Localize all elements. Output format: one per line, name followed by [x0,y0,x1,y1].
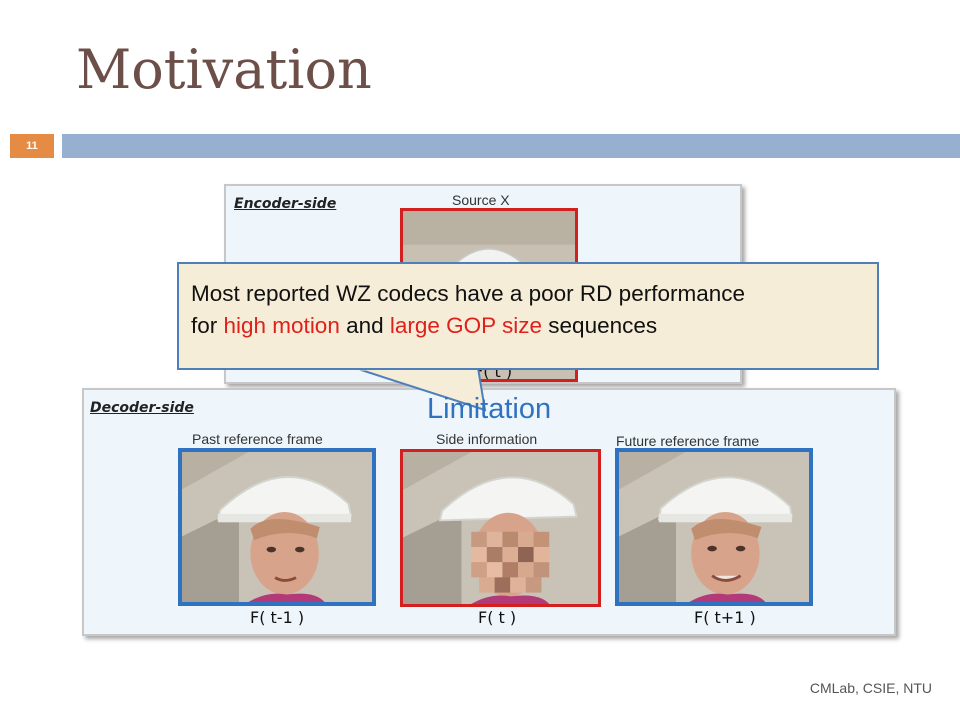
callout-line-1: Most reported WZ codecs have a poor RD p… [191,281,745,306]
decoder-side-label: Decoder-side [90,400,194,416]
callout-prefix: for [191,313,224,338]
side-info-caption: Side information [436,431,538,447]
encoder-side-label: Encoder-side [234,196,337,212]
highlight-large-gop: large GOP size [389,313,543,338]
footer-credit: CMLab, CSIE, NTU [809,680,932,696]
side-information-frame [400,449,601,607]
future-frame-caption: Future reference frame [616,433,760,449]
decoder-panel: Decoder-side Past reference frame F( t-1… [82,388,896,636]
slide-title: Motivation [76,38,372,101]
callout-text: Most reported WZ codecs have a poor RD p… [191,278,745,342]
source-caption: Source X [452,192,510,208]
slide-number: 11 [10,134,54,158]
callout-suffix: sequences [542,313,658,338]
callout-line-2: for high motion and large GOP size seque… [191,310,745,342]
past-reference-frame [178,448,376,606]
side-info-label: F( t ) [478,608,517,627]
past-frame-label: F( t-1 ) [250,608,305,627]
future-reference-frame [615,448,813,606]
limitation-callout: Most reported WZ codecs have a poor RD p… [177,262,879,370]
title-bar [62,134,960,158]
future-frame-label: F( t+1 ) [694,608,756,627]
past-frame-caption: Past reference frame [192,431,323,447]
callout-middle: and [339,313,390,338]
highlight-high-motion: high motion [223,313,340,338]
limitation-label: Limitation [427,393,552,425]
